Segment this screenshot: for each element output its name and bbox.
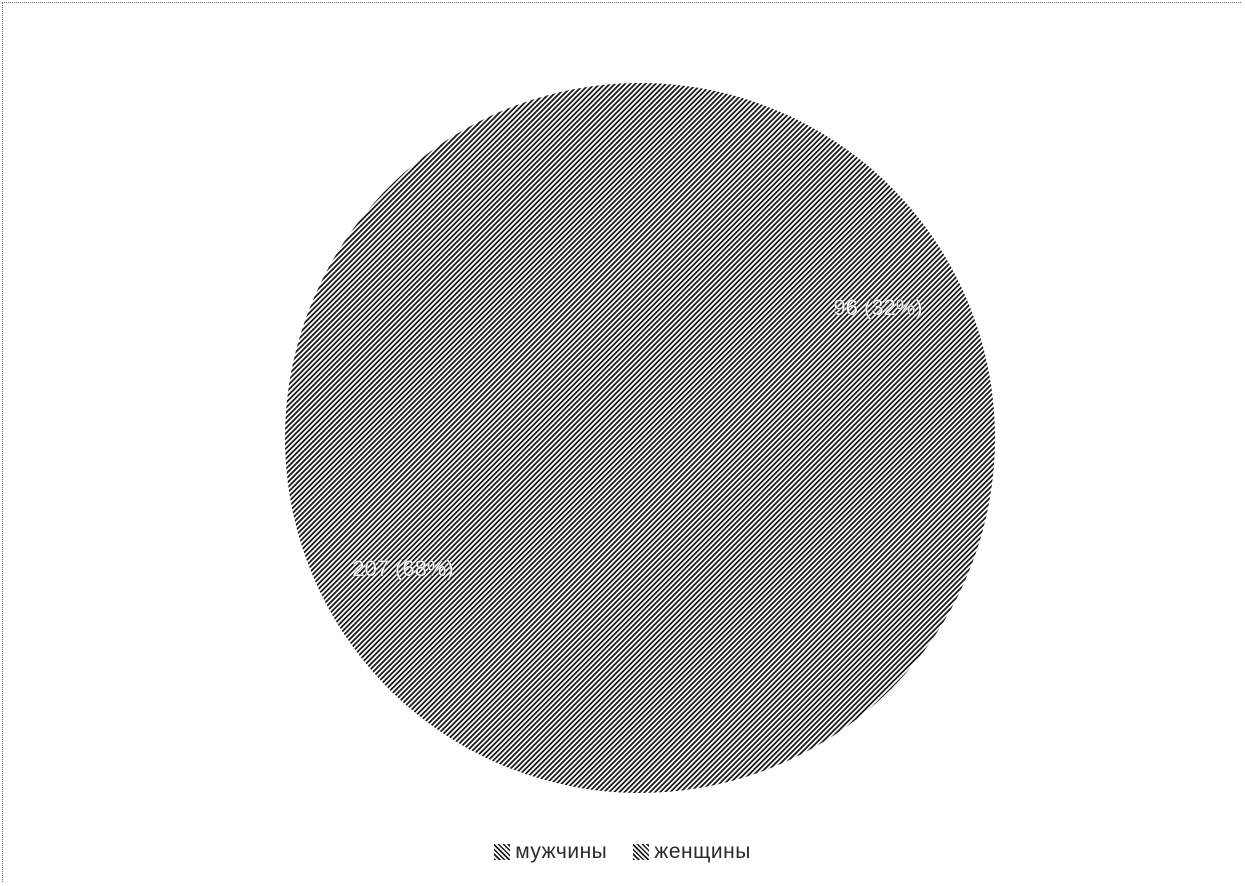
legend-swatch-men bbox=[494, 844, 511, 860]
legend: мужчины женщины bbox=[0, 840, 1245, 864]
slice-label-men: 96 (32%) bbox=[833, 295, 922, 320]
legend-swatch-women bbox=[633, 844, 650, 860]
slice-label-women: 207 (68%) bbox=[352, 556, 454, 581]
pie-slices bbox=[284, 83, 995, 793]
legend-label-women: женщины bbox=[654, 840, 751, 863]
slice-men bbox=[640, 83, 995, 583]
legend-item-women: женщины bbox=[633, 840, 751, 864]
legend-label-men: мужчины bbox=[515, 840, 608, 863]
slice-women bbox=[284, 83, 965, 793]
pie-data-labels: 96 (32%) 207 (68%) bbox=[352, 295, 923, 582]
legend-item-men: мужчины bbox=[494, 840, 607, 864]
